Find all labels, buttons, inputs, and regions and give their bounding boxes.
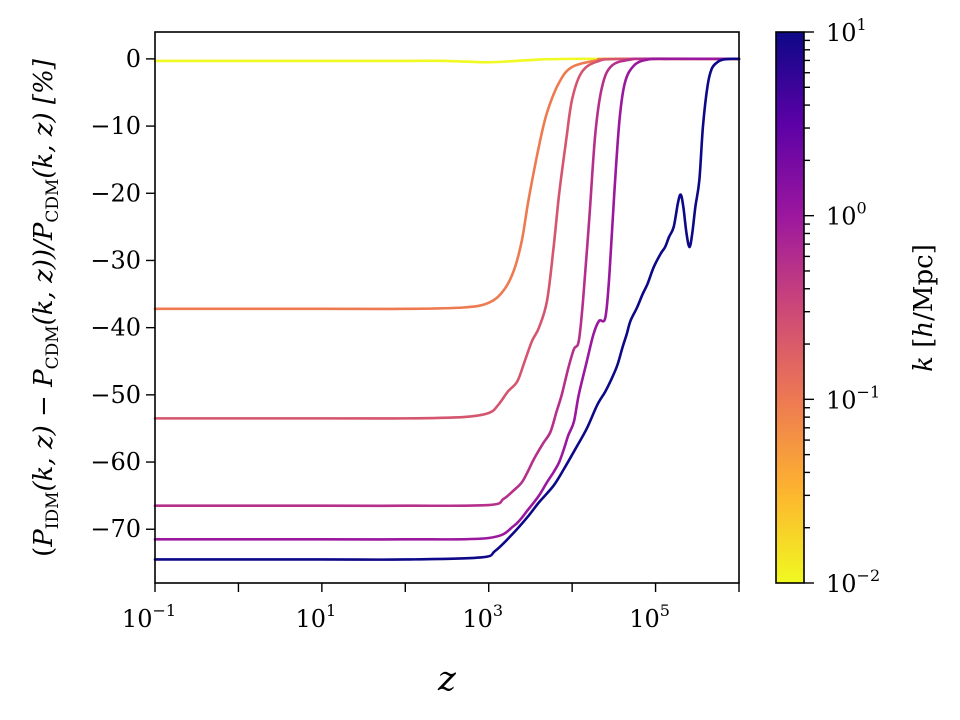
series-line-3	[153, 57, 741, 420]
colorbar: 101 100 10−1 10−2	[775, 15, 880, 598]
colorbar-tick-label: 101	[826, 15, 867, 47]
y-title-args1: (k, z) −	[29, 387, 59, 492]
y-tick-label: 0	[126, 45, 141, 73]
series-line-6	[153, 57, 741, 561]
colorbar-title-k: k	[909, 356, 939, 372]
colorbar-title-open: [	[909, 338, 939, 356]
plot-area: 10−1 101 103 105 0 −10 −20 −30 −40 −50 −60 −70	[90, 31, 741, 633]
colorbar-title-h: h	[909, 321, 939, 338]
x-axis-title: z	[437, 659, 457, 699]
series-line-4	[153, 57, 741, 508]
y-title-p2: P	[29, 369, 59, 388]
colorbar-tick-label: 10−2	[826, 566, 880, 598]
y-tick-label: −30	[90, 246, 141, 274]
y-title-args2: (k, z))/	[29, 238, 59, 325]
y-tick-label: −40	[90, 314, 141, 342]
colorbar-tick-label: 100	[826, 199, 867, 231]
y-title-open: (	[29, 547, 59, 557]
series-line-2	[153, 57, 741, 311]
colorbar-ticks: 101 100 10−1 10−2	[804, 15, 880, 598]
y-axis: 0 −10 −20 −30 −40 −50 −60 −70	[90, 45, 155, 543]
series-line-5	[153, 57, 741, 541]
x-tick-label: 105	[629, 601, 670, 633]
y-tick-label: −70	[90, 515, 141, 543]
colorbar-frame	[775, 31, 805, 584]
series-group	[153, 57, 741, 561]
colorbar-title-text: k [h/Mpc]	[909, 244, 939, 372]
y-title-sub1: IDM	[43, 491, 63, 529]
y-title-sub2: CDM	[43, 325, 63, 369]
y-axis-title: (PIDM(k, z) − PCDM(k, z))/PCDM(k, z) [%]	[29, 58, 63, 557]
y-title-args3: (k, z) [%]	[29, 58, 59, 178]
colorbar-fill	[776, 32, 804, 583]
y-tick-label: −60	[90, 448, 141, 476]
plot-frame	[154, 31, 740, 584]
y-tick-label: −10	[90, 112, 141, 140]
y-tick-label: −20	[90, 179, 141, 207]
y-title-sub3: CDM	[43, 179, 63, 223]
series-line-1	[153, 57, 741, 64]
x-tick-label: 10−1	[122, 601, 176, 633]
y-tick-label: −50	[90, 381, 141, 409]
y-title-p1: P	[29, 529, 59, 548]
colorbar-title: k [h/Mpc]	[909, 244, 939, 372]
x-tick-label: 103	[462, 601, 503, 633]
colorbar-title-rest: /Mpc]	[909, 244, 939, 321]
y-axis-title-text: (PIDM(k, z) − PCDM(k, z))/PCDM(k, z) [%]	[29, 58, 63, 557]
x-axis: 10−1 101 103 105	[122, 583, 740, 633]
y-title-p3: P	[29, 222, 59, 241]
x-tick-label: 101	[295, 601, 336, 633]
colorbar-tick-label: 10−1	[826, 382, 880, 414]
